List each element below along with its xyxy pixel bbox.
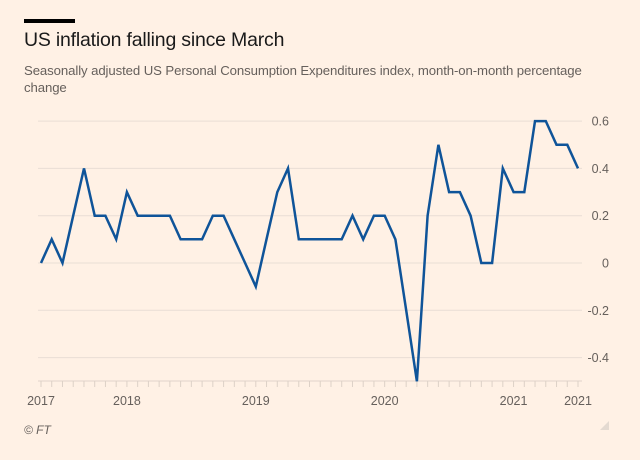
x-tick-label: 2017: [27, 394, 55, 408]
chart-title: US inflation falling since March: [24, 29, 285, 51]
x-tick-label: 2020: [371, 394, 399, 408]
y-tick-label: 0.6: [592, 115, 609, 129]
series-line-pce: [39, 119, 580, 382]
x-axis-labels: 2017 2018 2019 2020 2021 2021: [27, 394, 592, 408]
chart-subtitle: Seasonally adjusted US Personal Consumpt…: [24, 63, 582, 95]
x-tick-label: 2018: [113, 394, 141, 408]
source-credit: © FT: [24, 423, 51, 437]
x-tick-label: 2021: [564, 394, 592, 408]
y-tick-label: -0.2: [587, 304, 609, 318]
x-tick-label: 2019: [242, 394, 270, 408]
y-tick-label: 0.4: [592, 162, 609, 176]
series-layer: [39, 119, 580, 382]
resize-corner-icon: [600, 421, 609, 430]
y-axis-labels: 0.6 0.4 0.2 0 -0.2 -0.4: [587, 115, 609, 366]
x-axis: [38, 380, 582, 387]
header-rule: [24, 19, 75, 23]
y-tick-label: 0.2: [592, 209, 609, 223]
y-tick-label: -0.4: [587, 351, 609, 365]
y-tick-label: 0: [602, 257, 609, 271]
x-tick-label: 2021: [500, 394, 528, 408]
